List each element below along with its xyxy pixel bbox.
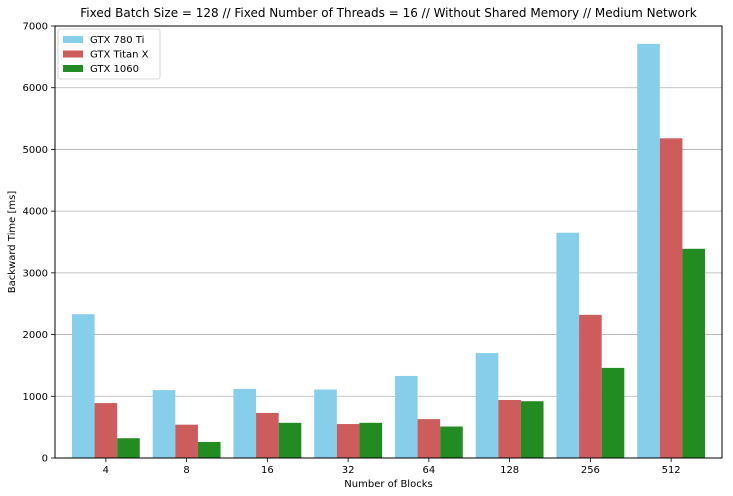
- x-tick-label: 16: [261, 465, 274, 476]
- legend-label: GTX 780 Ti: [90, 35, 144, 46]
- y-tick-label: 0: [42, 454, 48, 465]
- bar-gtx-titan-x-4: [94, 403, 118, 458]
- x-tick-label: 128: [500, 465, 519, 476]
- bar-gtx-1060-16: [278, 422, 302, 458]
- y-tick-label: 4000: [23, 207, 48, 218]
- x-axis-ticks: 4 8 16 32 64 128 256 512: [103, 458, 681, 476]
- y-axis-label: Backward Time [ms]: [7, 191, 18, 294]
- bar-gtx-780-ti-32: [314, 389, 337, 458]
- bar-gtx-780-ti-64: [394, 375, 418, 458]
- x-tick-label: 512: [662, 465, 681, 476]
- legend-swatch: [63, 36, 83, 43]
- bar-gtx-titan-x-128: [498, 399, 521, 458]
- bar-gtx-780-ti-512: [637, 43, 660, 458]
- bar-gtx-780-ti-4: [71, 314, 95, 458]
- bar-gtx-titan-x-64: [417, 419, 441, 458]
- plot-frame: [54, 25, 723, 459]
- legend-swatch: [63, 65, 83, 72]
- bar-gtx-1060-8: [197, 441, 221, 458]
- y-tick-label: 7000: [23, 22, 48, 33]
- y-axis-ticks: 0 1000 2000 3000 4000 5000 6000 7000: [23, 22, 55, 465]
- bar-gtx-780-ti-8: [152, 390, 176, 458]
- bar-gtx-titan-x-8: [175, 424, 198, 458]
- bar-gtx-1060-32: [359, 422, 383, 458]
- bar-gtx-780-ti-128: [475, 353, 499, 458]
- x-tick-label: 32: [342, 465, 355, 476]
- y-tick-label: 3000: [23, 268, 48, 279]
- bar-gtx-780-ti-256: [556, 232, 580, 458]
- y-tick-label: 6000: [23, 83, 48, 94]
- bar-gtx-1060-4: [117, 438, 140, 458]
- bar-gtx-1060-128: [520, 401, 544, 458]
- x-tick-label: 256: [581, 465, 600, 476]
- y-tick-label: 1000: [23, 392, 48, 403]
- legend-swatch: [63, 50, 83, 58]
- bar-gtx-titan-x-16: [256, 412, 279, 458]
- y-tick-label: 2000: [23, 330, 48, 341]
- bar-gtx-titan-x-32: [336, 424, 360, 458]
- bar-gtx-titan-x-512: [659, 138, 683, 458]
- legend-label: GTX 1060: [90, 64, 139, 75]
- bar-gtx-1060-64: [440, 426, 463, 458]
- bar-gtx-780-ti-16: [233, 388, 257, 458]
- bar-gtx-1060-512: [682, 248, 706, 458]
- x-tick-label: 8: [183, 465, 189, 476]
- chart-title: Fixed Batch Size = 128 // Fixed Number o…: [80, 6, 697, 20]
- x-tick-label: 4: [103, 465, 109, 476]
- bar-gtx-1060-256: [601, 367, 625, 458]
- x-axis-label: Number of Blocks: [344, 479, 432, 490]
- y-tick-label: 5000: [23, 145, 48, 156]
- legend: GTX 780 Ti GTX Titan X GTX 1060: [57, 28, 161, 80]
- x-tick-label: 64: [423, 465, 436, 476]
- legend-box: [57, 28, 161, 80]
- legend-label: GTX Titan X: [90, 50, 149, 61]
- bars: [71, 43, 706, 458]
- bar-gtx-titan-x-256: [579, 314, 602, 458]
